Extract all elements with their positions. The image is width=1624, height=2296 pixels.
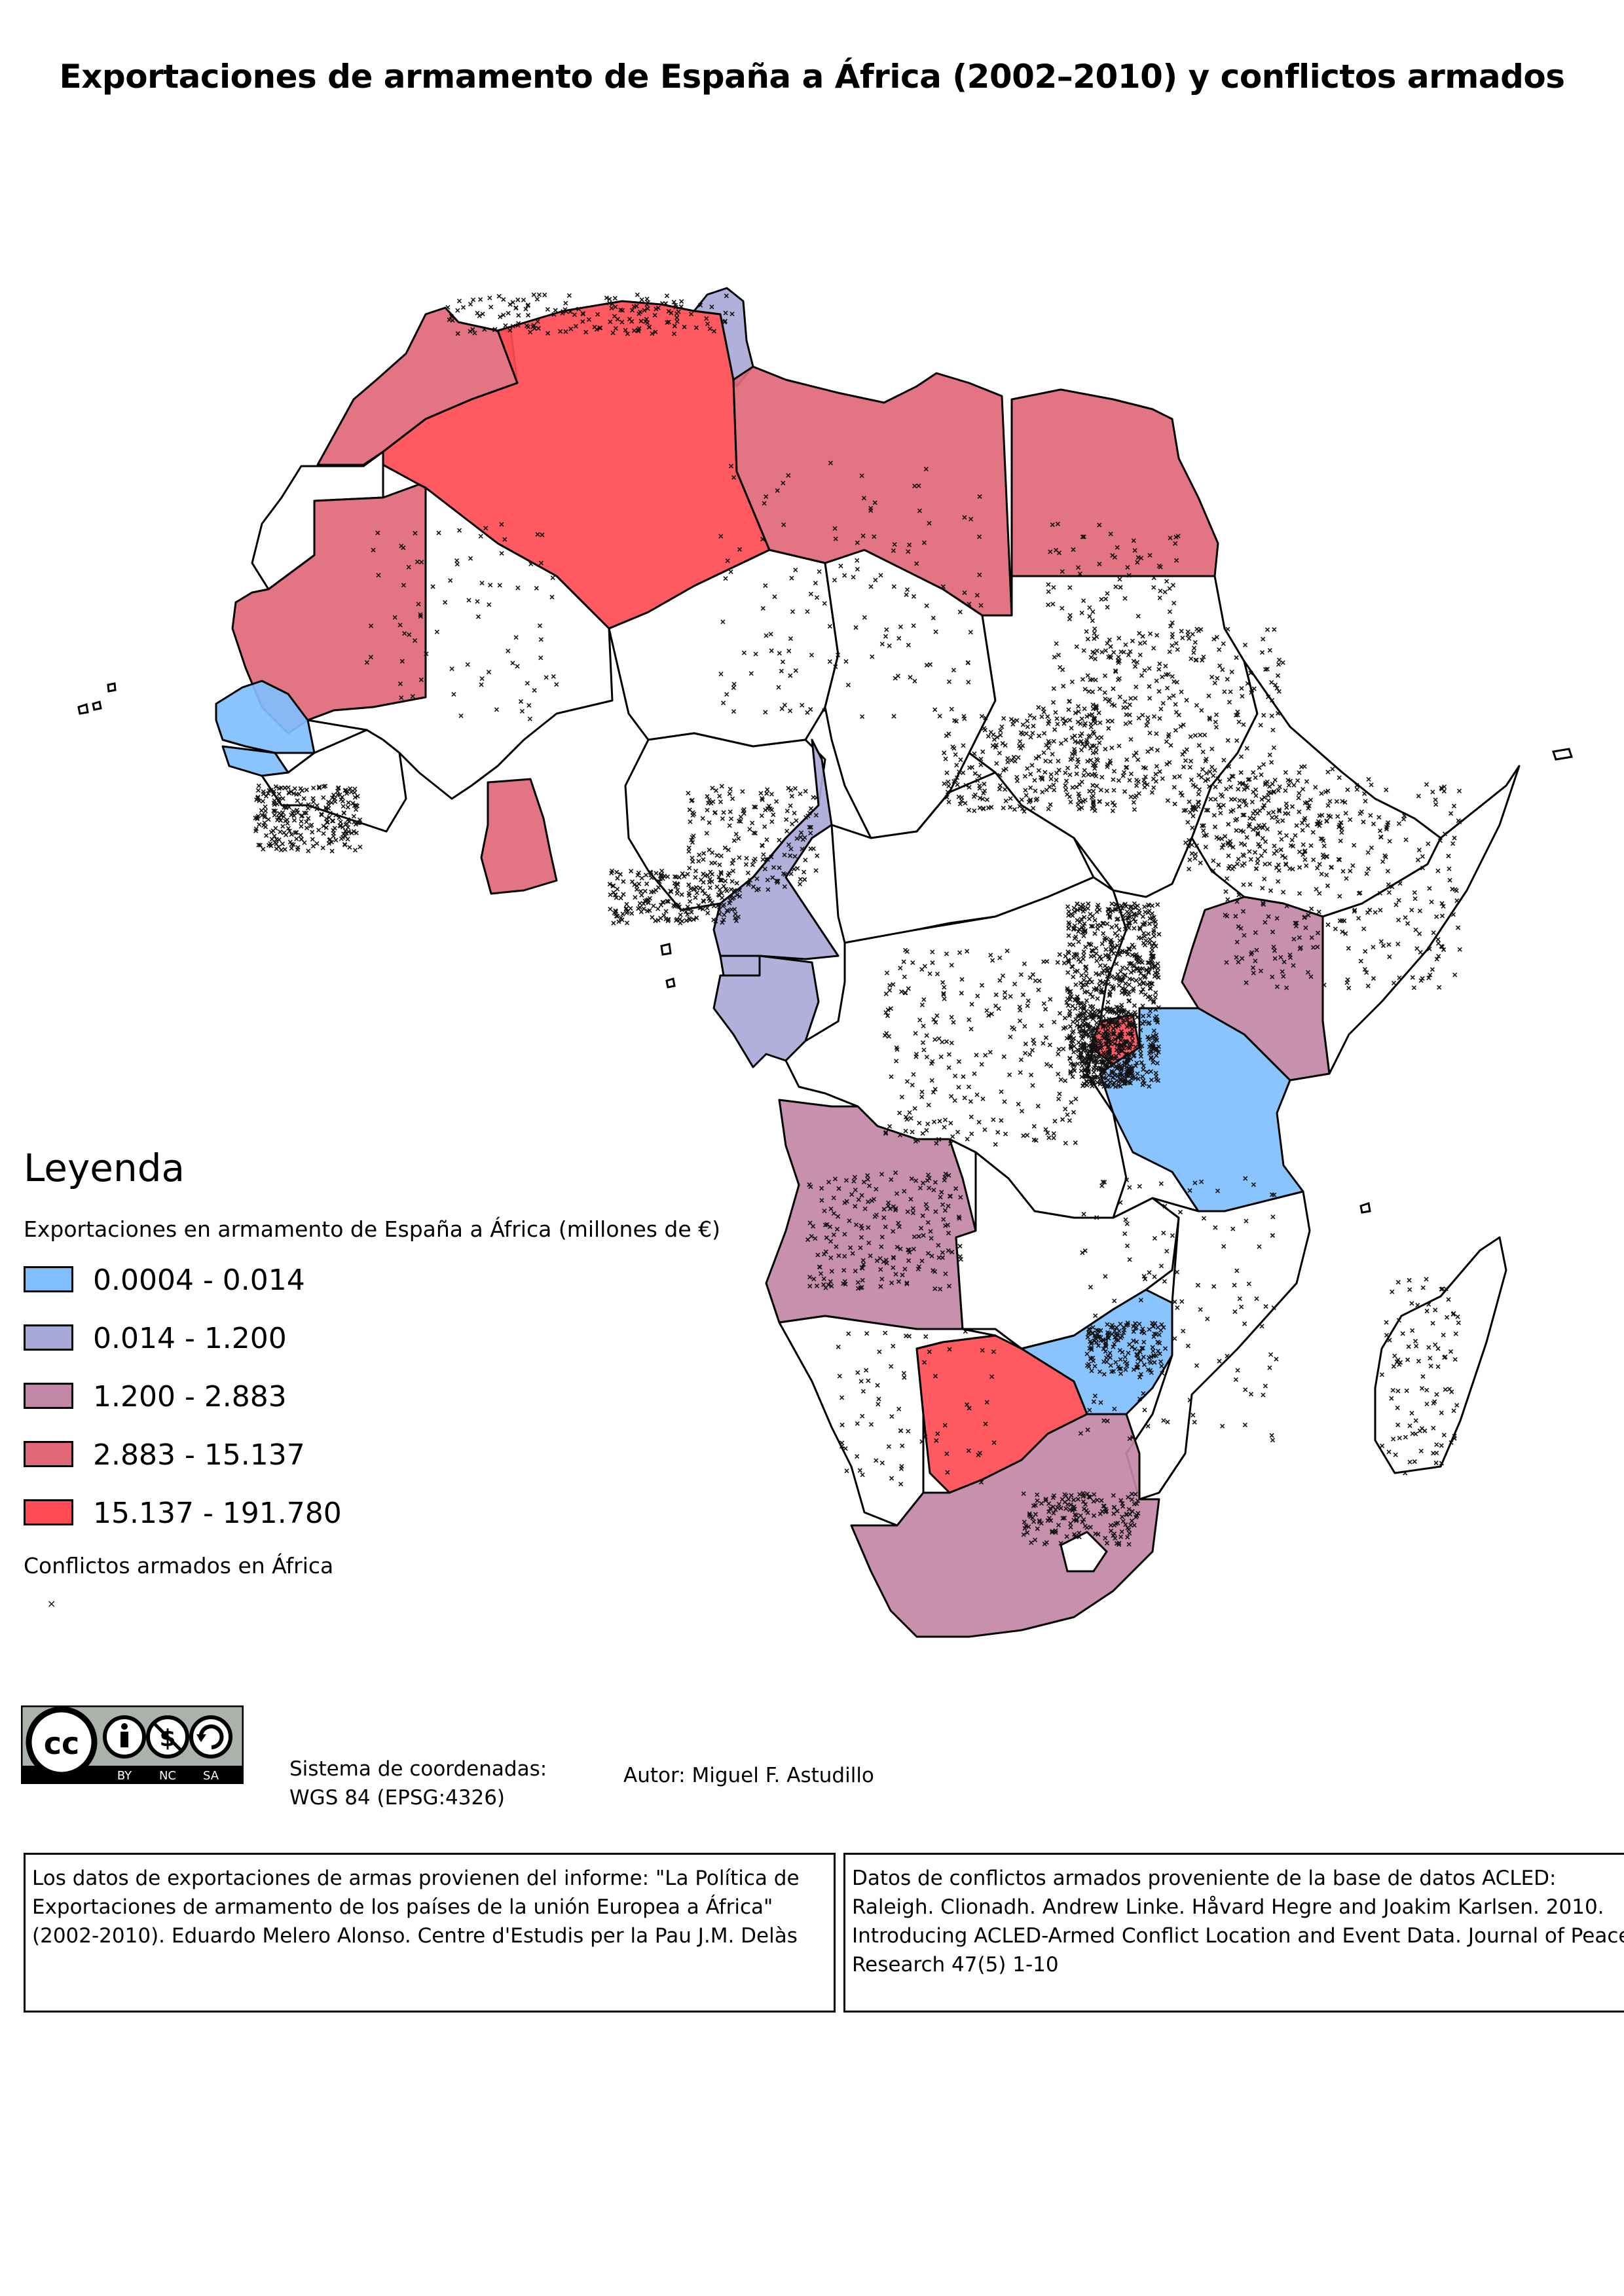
country-equatorial-guinea [719,955,761,977]
legend-class-label: 1.200 - 2.883 [93,1380,287,1413]
legend-swatch [24,1266,73,1292]
country-egypt [1010,388,1219,577]
country-ghana [480,778,558,895]
conflict-markers [253,292,1462,1547]
map-feature-bioko [660,943,672,956]
legend-class-3: 1.200 - 2.883 [24,1380,678,1417]
legend-swatch [24,1324,73,1351]
coordinate-system: Sistema de coordenadas: WGS 84 (EPSG:432… [289,1755,547,1812]
legend-class-label: 0.014 - 1.200 [93,1322,287,1355]
cc-text: cc [44,1726,80,1761]
country-madagascar [1374,1236,1507,1474]
legend-swatch [24,1499,73,1525]
country-guinea [261,729,407,833]
crs-line-1: Sistema de coordenadas: [289,1757,547,1781]
map-feature-comoros [1359,1202,1371,1214]
legend-class-label: 15.137 - 191.780 [93,1497,342,1530]
legend-class-1: 0.0004 - 0.014 [24,1264,678,1300]
country-somalia [1321,765,1521,1075]
arms-source-box: Los datos de exportaciones de armas prov… [24,1853,836,2013]
map-feature-lesotho [1060,1531,1108,1573]
country-kenya [1181,896,1331,1082]
legend-swatch [24,1383,73,1409]
legend-subtitle: Exportaciones en armamento de España a Á… [24,1216,721,1242]
map-feature-sao-tome [665,977,676,989]
conflict-source-text: Datos de conflictos armados proveniente … [852,1867,1624,1977]
conflict-source-box: Datos de conflictos armados proveniente … [843,1853,1624,2013]
conflict-points-overlay [253,292,1462,1547]
legend-class-2: 0.014 - 1.200 [24,1322,678,1358]
legend-class-5: 15.137 - 191.780 [24,1497,678,1533]
cc-sa: SA [203,1769,219,1783]
legend-class-label: 0.0004 - 0.014 [93,1264,305,1297]
legend-conflicts-label: Conflictos armados en África [24,1553,334,1578]
cc-license-badge: cc $ BY NC SA [21,1705,244,1784]
legend-class-4: 2.883 - 15.137 [24,1438,678,1475]
author: Autor: Miguel F. Astudillo [623,1764,874,1787]
map-feature-socotra [1552,748,1573,761]
arms-source-text: Los datos de exportaciones de armas prov… [32,1867,800,1948]
cc-by: BY [117,1769,132,1783]
crs-line-2: WGS 84 (EPSG:4326) [289,1786,506,1810]
country-tunisia [693,287,754,388]
map-feature-cape-verde-2 [92,701,102,711]
map-feature-cape-verde-3 [107,682,117,693]
country-mozambique [1125,1190,1311,1501]
map-title: Exportaciones de armamento de España a Á… [59,58,1566,96]
legend-swatch [24,1441,73,1467]
legend-title: Leyenda [24,1146,185,1190]
country-layer [77,287,1573,1638]
legend-class-label: 2.883 - 15.137 [93,1438,305,1472]
cc-nc: NC [159,1769,176,1783]
legend-conflict-symbol: × [47,1597,56,1610]
map-feature-cape-verde-1 [77,703,89,715]
